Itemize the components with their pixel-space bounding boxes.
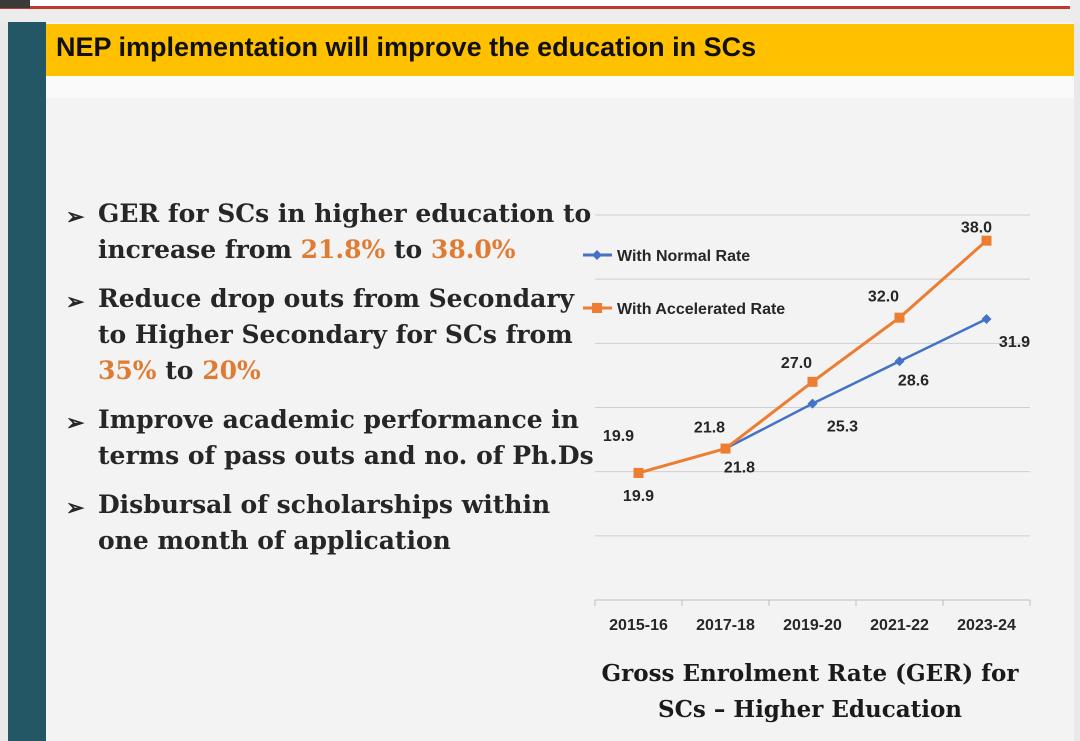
data-label: 38.0: [961, 220, 992, 237]
highlight-value: 20%: [202, 356, 261, 385]
highlight-value: 38.0%: [430, 235, 516, 264]
bullet-list: ➢ GER for SCs in higher education to incr…: [66, 196, 596, 572]
data-point: [894, 356, 905, 367]
bullet-item: ➢ Reduce drop outs from Secondary to High…: [66, 281, 596, 389]
data-label: 32.0: [868, 289, 899, 306]
bullet-arrow-icon: ➢: [66, 495, 85, 521]
data-point: [807, 376, 818, 387]
slide-body: [46, 22, 1074, 741]
bullet-text: Disbursal of scholarships within one mon…: [98, 490, 551, 555]
bullet-arrow-icon: ➢: [66, 289, 85, 315]
bullet-text: to: [385, 235, 431, 264]
data-label: 21.8: [694, 420, 725, 437]
x-tick-label: 2019-20: [783, 617, 842, 634]
data-point: [894, 312, 905, 323]
data-label: 19.9: [623, 488, 654, 505]
bullet-text: Reduce drop outs from Secondary to Highe…: [98, 284, 575, 349]
bullet-text: GER for SCs in higher education to incre…: [98, 199, 592, 264]
data-label: 19.9: [603, 428, 634, 445]
data-point: [720, 443, 731, 454]
legend-label: With Accelerated Rate: [617, 301, 785, 318]
bullet-text: to: [156, 356, 203, 385]
bullet-arrow-icon: ➢: [66, 410, 85, 436]
x-tick-label: 2023-24: [957, 617, 1016, 634]
data-point: [633, 467, 644, 478]
bullet-item: ➢ Disbursal of scholarships within one mo…: [66, 487, 596, 559]
highlight-value: 35%: [98, 356, 157, 385]
top-corner-mark: [0, 0, 30, 8]
bullet-item: ➢ Improve academic performance in terms o…: [66, 402, 596, 474]
legend-label: With Normal Rate: [617, 248, 750, 265]
data-label: 28.6: [898, 372, 929, 389]
data-point: [981, 313, 992, 324]
previous-slide-edge: [0, 0, 1070, 9]
bullet-item: ➢ GER for SCs in higher education to incr…: [66, 196, 596, 268]
data-label: 21.8: [724, 460, 755, 477]
title-underlay: [46, 76, 1074, 98]
x-tick-label: 2017-18: [696, 617, 755, 634]
data-label: 27.0: [781, 355, 812, 372]
chart-caption: Gross Enrolment Rate (GER) for SCs – Hig…: [601, 660, 1019, 723]
legend-marker: [592, 250, 602, 260]
data-point: [807, 398, 818, 409]
bullet-arrow-icon: ➢: [66, 204, 85, 230]
legend-marker: [592, 303, 602, 313]
data-point: [981, 235, 992, 246]
data-label: 25.3: [827, 419, 858, 436]
title-band: NEP implementation will improve the educ…: [46, 24, 1074, 78]
slide-side-bar: [8, 22, 46, 741]
x-tick-label: 2015-16: [609, 617, 668, 634]
highlight-value: 21.8%: [300, 235, 386, 264]
slide-title: NEP implementation will improve the educ…: [56, 32, 757, 62]
series-line: [638, 239, 988, 475]
x-tick-label: 2021-22: [870, 617, 929, 634]
data-label: 31.9: [999, 334, 1030, 351]
bullet-text: Improve academic performance in terms of…: [98, 405, 594, 470]
series-line: [638, 317, 988, 475]
